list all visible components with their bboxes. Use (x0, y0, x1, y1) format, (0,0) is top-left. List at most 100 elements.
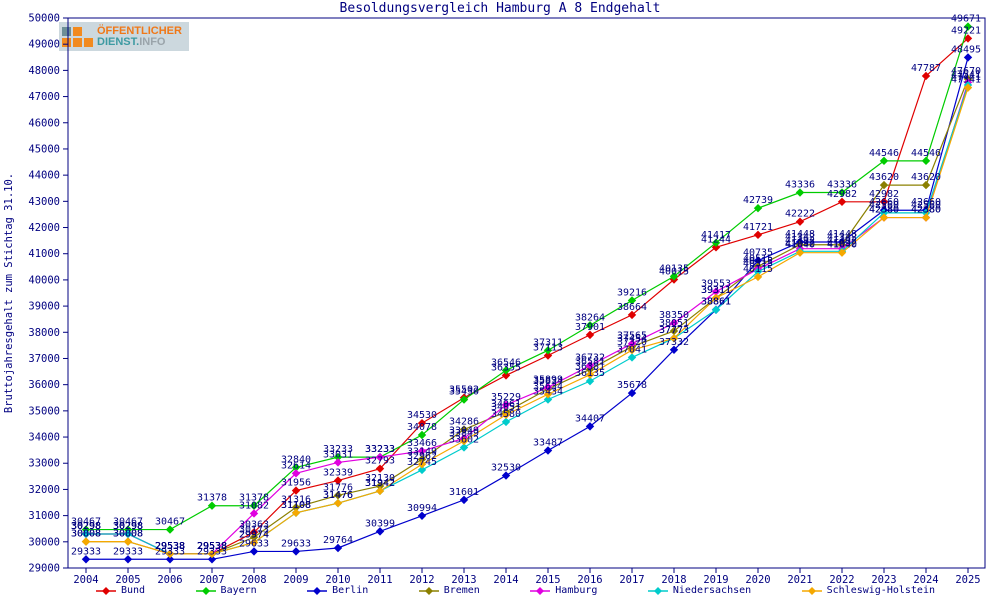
point-label: 37320 (617, 337, 647, 348)
data-point-marker (249, 509, 259, 518)
data-point-marker (627, 345, 637, 355)
x-tick-label: 2008 (241, 574, 266, 585)
data-point-marker (711, 287, 721, 296)
point-label: 31956 (281, 478, 311, 489)
data-point-marker (879, 156, 889, 166)
data-point-marker (963, 22, 973, 31)
point-label: 29538 (197, 541, 227, 552)
point-label: 41244 (701, 234, 731, 245)
data-point-marker (333, 498, 343, 508)
point-label: 48495 (951, 44, 981, 55)
data-point-marker (81, 555, 91, 564)
data-point-marker (459, 395, 469, 404)
data-point-marker (585, 370, 595, 379)
y-tick-label: 48000 (28, 65, 60, 77)
point-label: 47541 (951, 69, 981, 80)
point-label: 41192 (785, 236, 815, 247)
point-label: 39311 (701, 285, 731, 296)
point-label: 47341 (951, 75, 981, 86)
y-tick-label: 33000 (28, 458, 60, 470)
point-label: 38264 (575, 312, 605, 323)
point-label: 32130 (365, 473, 395, 484)
point-label: 41448 (827, 229, 857, 240)
data-point-marker (81, 537, 91, 546)
x-tick-label: 2014 (493, 574, 518, 585)
point-label: 47787 (911, 63, 941, 74)
legend-label: Niedersachsen (672, 585, 752, 596)
data-point-marker (291, 463, 301, 472)
point-label: 29538 (197, 541, 227, 552)
data-point-marker (417, 465, 427, 475)
point-label: 36546 (491, 357, 521, 368)
point-label: 33466 (407, 438, 437, 449)
point-label: 36355 (491, 362, 521, 373)
point-label: 41342 (827, 232, 857, 243)
point-label: 34286 (449, 417, 479, 428)
legend-marker-icon (195, 586, 216, 595)
y-tick-label: 45000 (28, 143, 60, 155)
data-point-marker (123, 529, 133, 539)
data-point-marker (627, 388, 637, 398)
point-label: 29333 (71, 546, 101, 557)
x-tick-label: 2013 (451, 574, 476, 585)
data-point-marker (963, 83, 973, 92)
point-label: 31378 (239, 493, 269, 504)
legend-item-hamburg: Hamburg (529, 585, 597, 596)
legend-item-bayern: Bayern (195, 585, 257, 596)
data-point-marker (417, 418, 427, 428)
point-label: 33949 (449, 425, 479, 436)
point-label: 33233 (323, 444, 353, 455)
data-point-marker (921, 180, 931, 190)
data-point-marker (837, 188, 847, 197)
point-label: 31082 (239, 500, 269, 511)
y-tick-label: 41000 (28, 248, 60, 260)
point-label: 29633 (239, 538, 269, 549)
x-tick-label: 2012 (409, 574, 434, 585)
data-point-marker (795, 248, 805, 257)
y-tick-label: 38000 (28, 327, 60, 339)
y-tick-label: 30000 (28, 536, 60, 548)
y-tick-label: 46000 (28, 117, 60, 129)
point-label: 49671 (951, 14, 981, 25)
point-label: 30298 (71, 521, 101, 532)
y-axis: 29000 30000 31000 32000 33000 34000 35000 36000… (3, 13, 68, 575)
y-axis-title: Bruttojahresgehalt zum Stichtag 31.10. (3, 173, 15, 413)
legend-label: Hamburg (555, 585, 598, 596)
data-point-marker (375, 527, 385, 536)
legend-label: Berlin (332, 585, 369, 596)
point-label: 30008 (71, 529, 101, 540)
y-tick-label: 29000 (28, 563, 60, 575)
point-label: 31108 (281, 500, 311, 511)
point-label: 40115 (743, 264, 773, 275)
data-point-marker (417, 511, 427, 520)
point-label: 39216 (617, 287, 647, 298)
data-point-marker (669, 345, 679, 354)
logo-squares-icon (62, 26, 93, 47)
x-tick-label: 2007 (199, 574, 224, 585)
point-label: 30008 (71, 529, 101, 540)
point-label: 37454 (617, 334, 647, 345)
data-point-marker (879, 197, 889, 207)
y-tick-label: 43000 (28, 196, 60, 208)
plot-border (67, 17, 986, 569)
legend-marker-icon (647, 586, 668, 595)
data-point-marker (711, 238, 721, 248)
x-tick-label: 2021 (787, 574, 812, 585)
point-label: 38861 (701, 297, 731, 308)
data-point-marker (291, 508, 301, 517)
y-tick-label: 35000 (28, 405, 60, 417)
point-label: 42660 (869, 197, 899, 208)
point-label: 32962 (407, 451, 437, 462)
point-label: 33233 (365, 444, 395, 455)
point-label: 31476 (323, 490, 353, 501)
x-tick-label: 2020 (745, 574, 770, 585)
series-niedersachsen (81, 80, 973, 559)
point-label: 37113 (533, 343, 563, 354)
point-label: 29333 (113, 546, 143, 557)
point-label: 40515 (743, 253, 773, 264)
data-point-marker (459, 443, 469, 452)
data-point-marker (459, 495, 469, 505)
series-schleswig-holstein (81, 83, 973, 559)
data-point-marker (459, 436, 469, 446)
data-point-marker (165, 549, 175, 559)
